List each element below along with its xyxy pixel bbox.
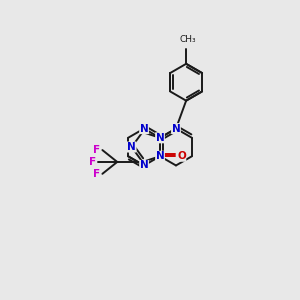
Text: F: F xyxy=(94,169,100,179)
Text: N: N xyxy=(156,133,164,143)
Text: N: N xyxy=(140,124,148,134)
Text: F: F xyxy=(94,145,100,155)
Text: N: N xyxy=(140,160,148,170)
Text: N: N xyxy=(156,151,164,161)
Text: O: O xyxy=(177,151,186,161)
Text: F: F xyxy=(89,157,96,167)
Text: CH₃: CH₃ xyxy=(179,35,196,44)
Text: N: N xyxy=(172,124,180,134)
Text: N: N xyxy=(127,142,136,152)
